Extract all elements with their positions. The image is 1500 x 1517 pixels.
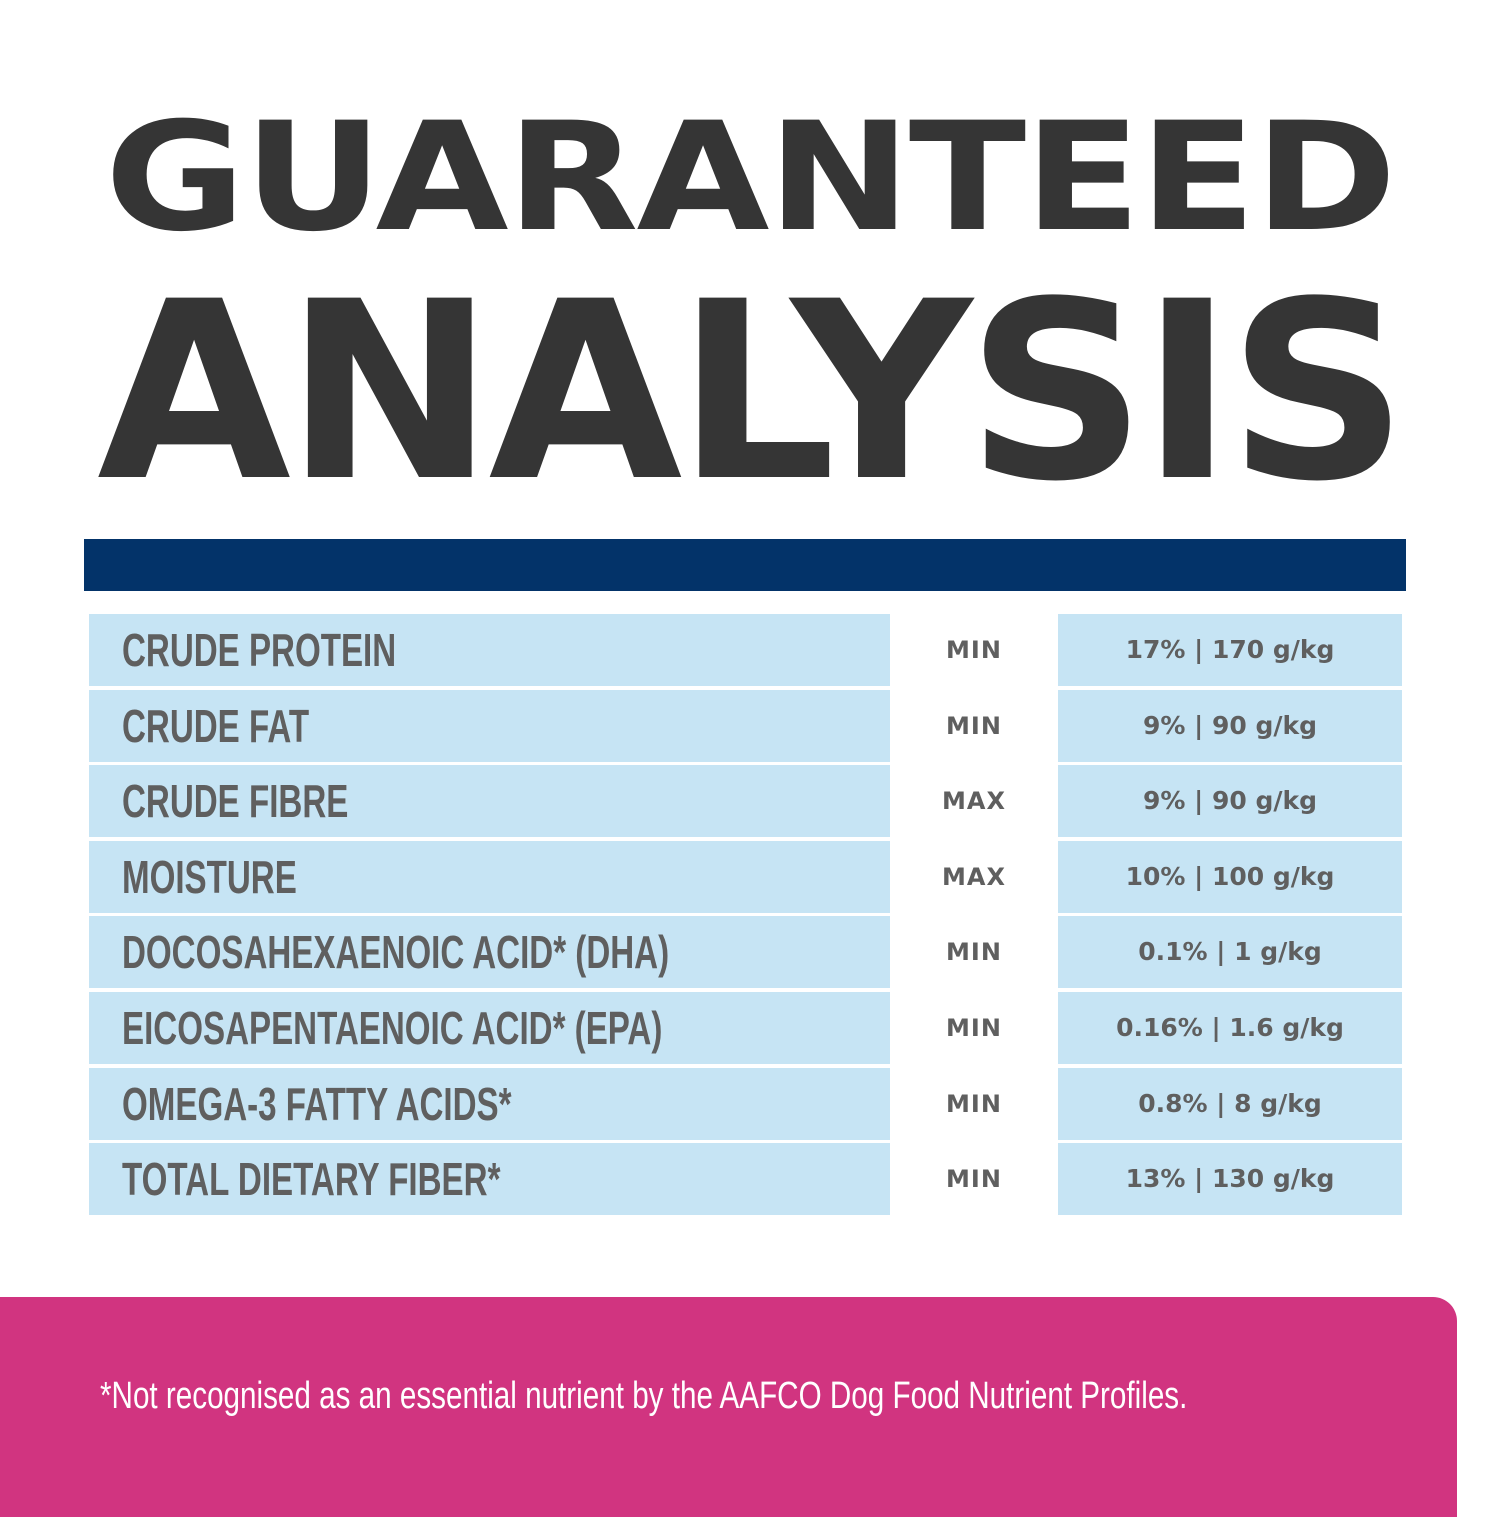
table-row: CRUDE FIBRE MAX 9% | 90 g/kg [89, 765, 1402, 838]
table-row: OMEGA-3 FATTY ACIDS* MIN 0.8% | 8 g/kg [89, 1067, 1402, 1140]
header-bar [84, 539, 1406, 591]
nutrient-name: MOISTURE [122, 850, 297, 903]
nutrient-name-cell: MOISTURE [89, 840, 890, 913]
nutrient-value: 17% | 170 g/kg [1058, 614, 1402, 686]
qualifier: MIN [946, 1014, 1002, 1042]
nutrient-value: 9% | 90 g/kg [1058, 689, 1402, 762]
nutrient-name: CRUDE FAT [122, 699, 310, 752]
qualifier: MIN [946, 711, 1002, 740]
nutrient-value: 10% | 100 g/kg [1058, 840, 1402, 913]
table-row: MOISTURE MAX 10% | 100 g/kg [89, 840, 1402, 913]
qualifier: MAX [942, 787, 1006, 816]
table-row: TOTAL DIETARY FIBER* MIN 13% | 130 g/kg [89, 1143, 1402, 1216]
nutrient-name-cell: EICOSAPENTAENOIC ACID* (EPA) [89, 992, 890, 1064]
nutrient-name: EICOSAPENTAENOIC ACID* (EPA) [122, 1002, 663, 1054]
nutrient-name: OMEGA-3 FATTY ACIDS* [122, 1077, 512, 1130]
nutrient-value: 0.16% | 1.6 g/kg [1058, 992, 1402, 1064]
qualifier: MIN [946, 636, 1002, 664]
nutrient-name-cell: CRUDE FIBRE [89, 765, 890, 838]
nutrient-name: TOTAL DIETARY FIBER* [122, 1153, 501, 1206]
nutrient-value: 0.1% | 1 g/kg [1058, 916, 1402, 989]
nutrient-name-cell: DOCOSAHEXAENOIC ACID* (DHA) [89, 916, 890, 989]
title-line-2: ANALYSIS [0, 268, 1500, 518]
footnote-text: *Not recognised as an essential nutrient… [100, 1375, 1188, 1417]
title-line-1-text: GUARANTEED [104, 91, 1397, 265]
qualifier: MIN [946, 1165, 1002, 1194]
title-line-1: GUARANTEED [0, 98, 1500, 258]
table-row: DOCOSAHEXAENOIC ACID* (DHA) MIN 0.1% | 1 g… [89, 916, 1402, 989]
nutrient-name-cell: OMEGA-3 FATTY ACIDS* [89, 1067, 890, 1140]
qualifier: MIN [946, 1089, 1002, 1118]
nutrient-name-cell: CRUDE PROTEIN [89, 614, 890, 686]
nutrient-name: DOCOSAHEXAENOIC ACID* (DHA) [122, 926, 670, 979]
title-line-2-text: ANALYSIS [97, 250, 1408, 536]
qualifier: MIN [946, 938, 1002, 967]
table-row: CRUDE PROTEIN MIN 17% | 170 g/kg [89, 614, 1402, 686]
nutrient-name-cell: TOTAL DIETARY FIBER* [89, 1143, 890, 1216]
nutrient-name-cell: CRUDE FAT [89, 689, 890, 762]
table-row: EICOSAPENTAENOIC ACID* (EPA) MIN 0.16% | 1… [89, 992, 1402, 1064]
nutrient-name: CRUDE PROTEIN [122, 624, 397, 676]
qualifier: MAX [942, 862, 1006, 891]
footnote-panel: *Not recognised as an essential nutrient… [0, 1297, 1457, 1517]
nutrient-name: CRUDE FIBRE [122, 775, 349, 828]
nutrient-value: 0.8% | 8 g/kg [1058, 1067, 1402, 1140]
table-row: CRUDE FAT MIN 9% | 90 g/kg [89, 689, 1402, 762]
nutrient-value: 9% | 90 g/kg [1058, 765, 1402, 838]
nutrient-value: 13% | 130 g/kg [1058, 1143, 1402, 1216]
